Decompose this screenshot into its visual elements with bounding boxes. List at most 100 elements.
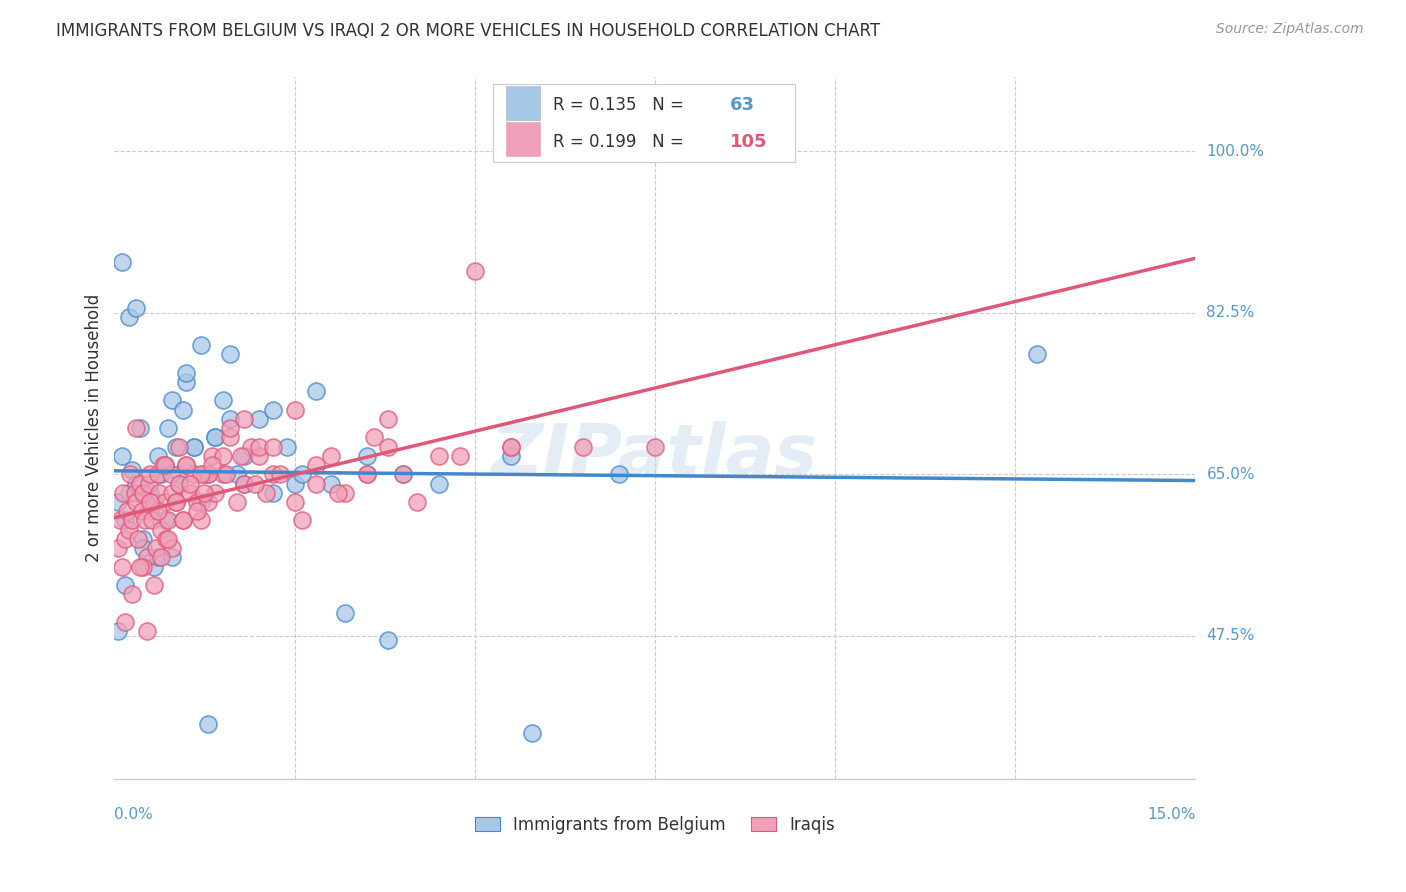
Point [363, 430, 385, 444]
Point [1025, 347, 1047, 361]
Point [276, 440, 298, 454]
Point [522, 725, 544, 739]
Point [117, 504, 139, 518]
Point [121, 513, 143, 527]
Point [128, 476, 150, 491]
Point [118, 523, 141, 537]
Point [427, 476, 450, 491]
Point [305, 458, 328, 472]
Point [406, 495, 429, 509]
Point [112, 485, 135, 500]
Point [153, 513, 176, 527]
Point [356, 467, 378, 482]
Point [172, 513, 194, 527]
Bar [506, 122, 540, 156]
Point [148, 485, 170, 500]
Point [125, 301, 148, 316]
Point [233, 412, 256, 426]
Point [644, 440, 666, 454]
Point [160, 393, 183, 408]
Text: 105: 105 [730, 133, 766, 151]
Point [146, 467, 169, 482]
Point [464, 264, 486, 278]
Point [153, 458, 176, 472]
Point [157, 421, 180, 435]
Point [193, 485, 215, 500]
Point [139, 495, 162, 509]
Point [124, 485, 146, 500]
Point [169, 476, 191, 491]
Point [139, 485, 162, 500]
Point [190, 467, 212, 482]
Point [284, 476, 307, 491]
Point [499, 449, 522, 463]
Point [155, 532, 177, 546]
Point [391, 467, 413, 482]
Point [125, 421, 148, 435]
Point [211, 467, 233, 482]
Text: 63: 63 [730, 95, 755, 113]
Point [449, 449, 471, 463]
Point [107, 541, 129, 556]
Legend: Immigrants from Belgium, Iraqis: Immigrants from Belgium, Iraqis [475, 815, 835, 834]
Point [218, 421, 240, 435]
Point [226, 467, 249, 482]
Point [291, 467, 314, 482]
Point [139, 467, 162, 482]
Point [110, 449, 132, 463]
Point [377, 633, 399, 648]
Point [114, 513, 136, 527]
Point [135, 550, 157, 565]
Point [132, 532, 155, 546]
Point [179, 485, 201, 500]
Point [229, 449, 252, 463]
Point [169, 476, 191, 491]
Text: Source: ZipAtlas.com: Source: ZipAtlas.com [1216, 22, 1364, 37]
Point [157, 532, 180, 546]
Point [262, 485, 284, 500]
Point [107, 495, 129, 509]
Point [377, 440, 399, 454]
Point [262, 440, 284, 454]
Point [326, 485, 349, 500]
Point [118, 485, 141, 500]
Point [254, 485, 277, 500]
Point [211, 393, 233, 408]
Point [128, 421, 150, 435]
Point [572, 440, 595, 454]
Point [179, 476, 201, 491]
Point [165, 495, 187, 509]
Point [132, 485, 155, 500]
Point [240, 440, 263, 454]
Point [143, 559, 166, 574]
Point [183, 467, 205, 482]
Point [143, 495, 166, 509]
Point [172, 513, 194, 527]
Point [262, 467, 284, 482]
Point [183, 440, 205, 454]
Point [233, 476, 256, 491]
Point [201, 449, 224, 463]
Point [247, 412, 270, 426]
Point [107, 624, 129, 639]
Point [269, 467, 291, 482]
Point [211, 449, 233, 463]
Point [391, 467, 413, 482]
Text: IMMIGRANTS FROM BELGIUM VS IRAQI 2 OR MORE VEHICLES IN HOUSEHOLD CORRELATION CHA: IMMIGRANTS FROM BELGIUM VS IRAQI 2 OR MO… [56, 22, 880, 40]
Point [197, 467, 219, 482]
Point [247, 449, 270, 463]
Point [138, 476, 160, 491]
Point [169, 440, 191, 454]
Point [262, 402, 284, 417]
Point [165, 440, 187, 454]
Point [190, 495, 212, 509]
Point [176, 375, 198, 389]
Point [150, 550, 173, 565]
Point [427, 449, 450, 463]
Text: 65.0%: 65.0% [1206, 467, 1256, 482]
Text: 100.0%: 100.0% [1206, 144, 1264, 159]
Point [176, 366, 198, 380]
Point [141, 513, 163, 527]
Point [143, 578, 166, 592]
Point [150, 467, 173, 482]
